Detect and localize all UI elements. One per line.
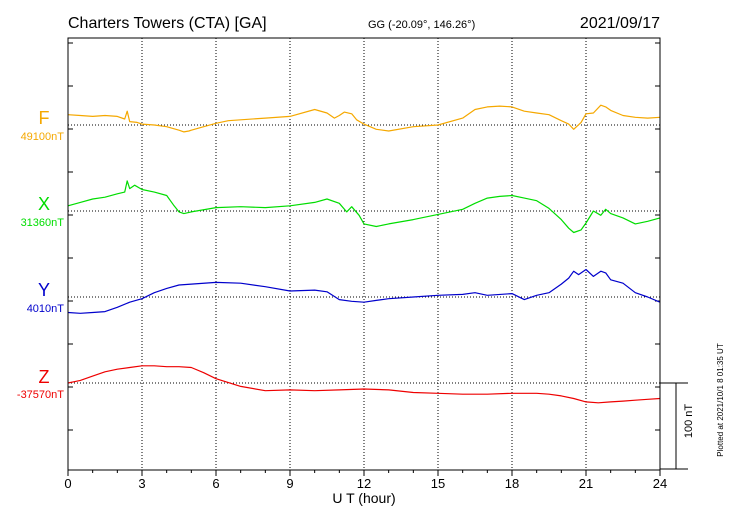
x-axis-label: U T (hour) bbox=[332, 490, 395, 506]
plotted-timestamp: Plotted at 2021/10/1 8 01:35 UT bbox=[716, 343, 725, 457]
series-baseline-z: -37570nT bbox=[17, 389, 64, 401]
x-tick-label: 12 bbox=[357, 476, 371, 491]
series-name-z: Z bbox=[39, 367, 50, 387]
x-tick-label: 21 bbox=[579, 476, 593, 491]
series-lines bbox=[67, 104, 661, 404]
series-line-x bbox=[67, 180, 661, 234]
axis-ticks bbox=[67, 42, 661, 476]
x-tick-labels: 0 3 6 9 12 15 18 21 24 bbox=[64, 476, 667, 491]
station-coordinates: GG (-20.09°, 146.26°) bbox=[368, 19, 475, 31]
x-tick-label: 18 bbox=[505, 476, 519, 491]
x-tick-label: 24 bbox=[653, 476, 667, 491]
station-title: Charters Towers (CTA) [GA] bbox=[68, 15, 267, 32]
plot-frame bbox=[67, 37, 661, 471]
series-line-f bbox=[67, 104, 661, 133]
x-tick-label: 3 bbox=[138, 476, 145, 491]
scale-bar bbox=[660, 382, 688, 470]
series-name-x: X bbox=[38, 194, 50, 214]
series-line-y bbox=[67, 268, 661, 314]
x-tick-label: 15 bbox=[431, 476, 445, 491]
series-labels: F 49100nT X 31360nT Y 4010nT Z -37570nT bbox=[17, 108, 64, 401]
series-name-y: Y bbox=[38, 280, 50, 300]
x-tick-label: 0 bbox=[64, 476, 71, 491]
x-tick-label: 6 bbox=[212, 476, 219, 491]
scale-bar-label: 100 nT bbox=[683, 404, 695, 439]
series-baseline-f: 49100nT bbox=[21, 131, 65, 143]
grid-lines bbox=[68, 38, 660, 470]
series-name-f: F bbox=[39, 108, 50, 128]
series-baseline-y: 4010nT bbox=[27, 303, 65, 315]
chart-date: 2021/09/17 bbox=[580, 15, 660, 32]
x-tick-label: 9 bbox=[286, 476, 293, 491]
series-baseline-x: 31360nT bbox=[21, 217, 65, 229]
series-line-z bbox=[67, 365, 661, 404]
